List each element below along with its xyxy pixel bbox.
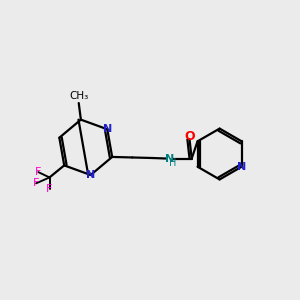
Text: F: F [33,178,39,188]
Text: F: F [46,184,53,194]
Text: H: H [169,158,177,168]
Text: CH₃: CH₃ [69,91,88,101]
Text: N: N [237,162,246,172]
Text: N: N [103,124,112,134]
Text: N: N [165,154,174,164]
Text: N: N [86,170,95,180]
Text: O: O [184,130,195,142]
Text: F: F [35,167,41,177]
